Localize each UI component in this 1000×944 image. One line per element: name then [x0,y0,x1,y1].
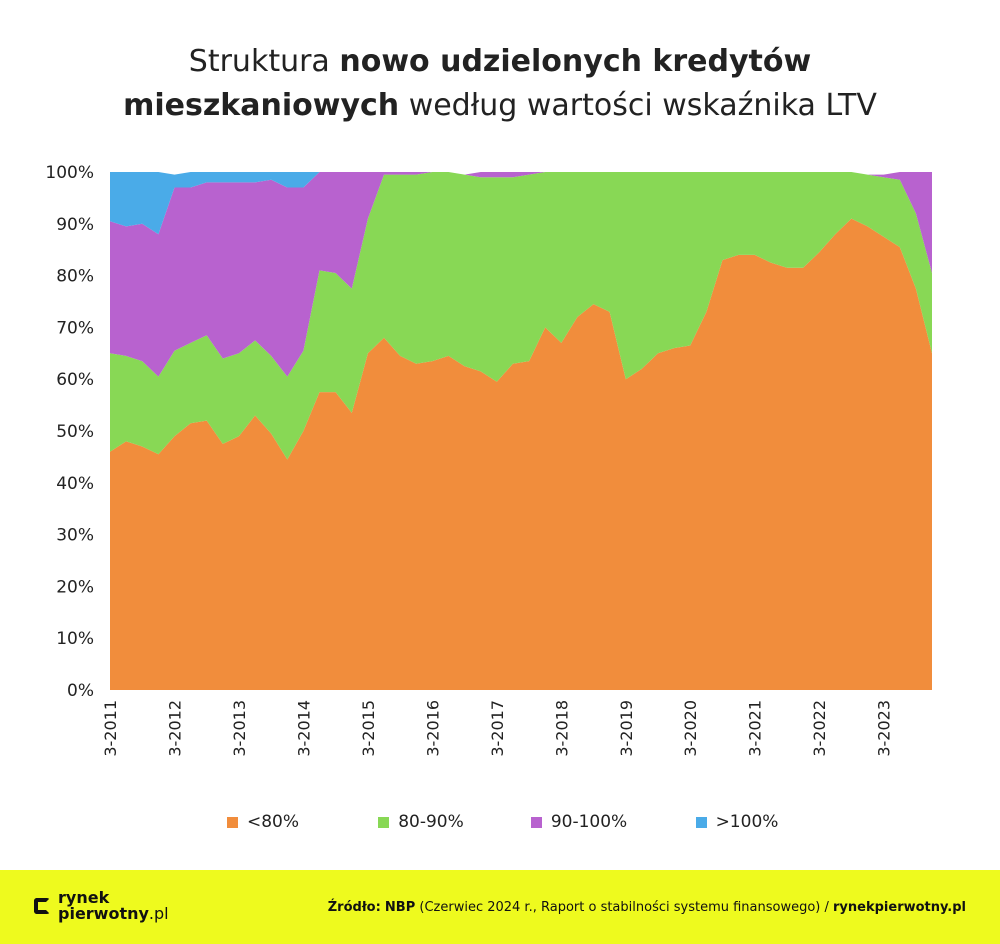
x-tick-label: 3-2011 [101,700,120,757]
footer-bar: rynek pierwotny.pl Źródło: NBP (Czerwiec… [0,870,1000,944]
x-axis: 3-2011 3-2012 3-2013 3-2014 3-2015 3-2016 3-20… [101,700,894,757]
area-series-1 [110,172,932,460]
x-tick-label: 3-2016 [423,700,442,757]
y-tick-label: 40% [56,474,94,494]
area-series-0 [110,218,932,690]
source-text: (Czerwiec 2024 r., Raport o stabilności … [415,900,834,915]
source-site[interactable]: rynekpierwotny.pl [833,900,966,915]
y-tick-label: 80% [56,267,94,287]
source-label: Źródło: [327,900,381,915]
x-tick-label: 3-2022 [810,700,829,757]
logo-mark-icon [34,898,50,914]
x-tick-label: 3-2013 [230,700,249,757]
y-tick-label: 30% [56,526,94,546]
chart-title: Struktura nowo udzielonych kredytów mies… [0,40,1000,128]
area-series-2 [110,172,932,377]
legend-label: <80% [246,812,300,832]
y-tick-label: 50% [56,422,94,442]
ltv-area-chart: 0% 10% 20% 30% 40% 50% 60% 70% 80% 90% 100% 3-2011… [45,163,932,757]
title-part-1: Struktura [188,44,340,79]
x-tick-label: 3-2017 [488,700,507,757]
legend-label: >100% [715,812,779,832]
legend-item: 90-100% [500,812,658,832]
y-tick-label: 70% [56,318,94,338]
y-tick-label: 10% [56,629,94,649]
title-part-4: według wartości wskaźnika LTV [399,88,877,123]
legend-label: 80-90% [398,812,464,832]
legend-item: <80% [184,812,342,832]
title-part-3: mieszkaniowych [123,88,400,123]
x-tick-label: 3-2023 [875,700,894,757]
area-series-3 [110,172,932,235]
source-org: NBP [384,900,416,915]
source-note: Źródło: NBP (Czerwiec 2024 r., Raport o … [328,900,966,915]
x-tick-label: 3-2018 [552,700,571,757]
x-tick-label: 3-2020 [681,700,700,757]
y-tick-label: 100% [45,163,94,183]
logo-line-1: rynek [58,888,110,907]
x-tick-label: 3-2014 [294,700,313,757]
legend-swatch [226,816,238,828]
x-tick-label: 3-2019 [617,700,636,757]
legend-label: 90-100% [550,812,628,832]
y-tick-label: 60% [56,370,94,390]
x-tick-label: 3-2021 [746,700,765,757]
y-tick-label: 20% [56,577,94,597]
logo-text: rynek pierwotny.pl [58,890,169,922]
site-logo[interactable]: rynek pierwotny.pl [34,890,169,922]
x-tick-label: 3-2012 [166,700,185,757]
logo-suffix: .pl [148,904,169,923]
y-axis: 0% 10% 20% 30% 40% 50% 60% 70% 80% 90% 100% [45,163,94,701]
chart-legend: <80% 80-90% 90-100% >100% [0,812,1000,832]
legend-item: >100% [658,812,816,832]
y-tick-label: 0% [67,681,94,701]
legend-swatch [530,816,542,828]
logo-line-2: pierwotny [58,904,149,923]
legend-swatch [378,816,390,828]
title-part-2: nowo udzielonych kredytów [339,44,812,79]
chart-areas [110,172,932,690]
y-tick-label: 90% [56,215,94,235]
x-tick-label: 3-2015 [359,700,378,757]
legend-item: 80-90% [342,812,500,832]
legend-swatch [695,816,707,828]
